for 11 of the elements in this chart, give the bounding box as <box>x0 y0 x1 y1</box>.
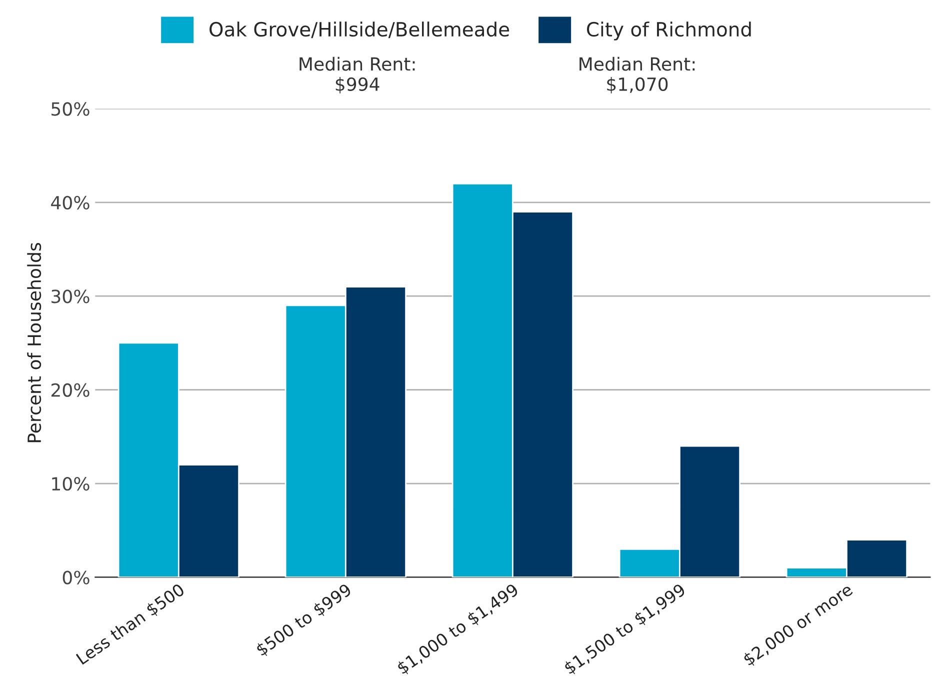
legend-label: Oak Grove/Hillside/Bellemeade <box>210 22 510 38</box>
y-tick-label: 0% <box>62 570 90 584</box>
text: Median Rent: $1,070 <box>580 56 695 94</box>
y-tick-label: 30% <box>52 290 90 304</box>
text: Median Rent: $994 <box>300 56 415 94</box>
y-axis-title: Percent of Households <box>27 242 42 442</box>
y-tick-label: 20% <box>51 383 90 397</box>
y-tick-label: 40% <box>51 196 90 210</box>
legend-label: City of Richmond <box>587 22 751 40</box>
y-tick-label: 50% <box>52 102 90 116</box>
y-tick-label: 10% <box>52 476 90 491</box>
